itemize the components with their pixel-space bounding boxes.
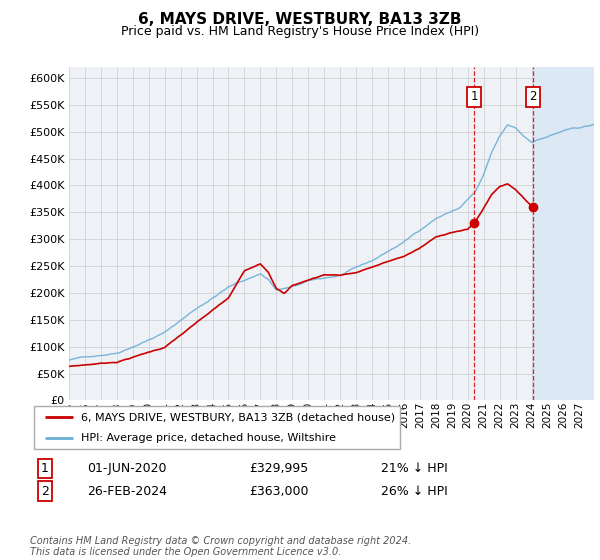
Text: 26% ↓ HPI: 26% ↓ HPI [381, 484, 448, 498]
Text: 6, MAYS DRIVE, WESTBURY, BA13 3ZB: 6, MAYS DRIVE, WESTBURY, BA13 3ZB [138, 12, 462, 27]
Text: Contains HM Land Registry data © Crown copyright and database right 2024.
This d: Contains HM Land Registry data © Crown c… [30, 535, 411, 557]
Text: 2: 2 [529, 90, 536, 103]
Text: HPI: Average price, detached house, Wiltshire: HPI: Average price, detached house, Wilt… [81, 433, 336, 444]
Text: 26-FEB-2024: 26-FEB-2024 [87, 484, 167, 498]
Text: 2: 2 [41, 484, 49, 498]
Bar [533, 67, 594, 400]
Bar [533, 67, 594, 400]
Text: £329,995: £329,995 [249, 462, 308, 475]
FancyBboxPatch shape [34, 406, 400, 450]
Text: 1: 1 [470, 90, 478, 103]
Text: 6, MAYS DRIVE, WESTBURY, BA13 3ZB (detached house): 6, MAYS DRIVE, WESTBURY, BA13 3ZB (detac… [81, 412, 395, 422]
Text: 21% ↓ HPI: 21% ↓ HPI [381, 462, 448, 475]
Text: 1: 1 [41, 462, 49, 475]
Text: Price paid vs. HM Land Registry's House Price Index (HPI): Price paid vs. HM Land Registry's House … [121, 25, 479, 38]
Text: £363,000: £363,000 [249, 484, 308, 498]
Text: 01-JUN-2020: 01-JUN-2020 [87, 462, 167, 475]
